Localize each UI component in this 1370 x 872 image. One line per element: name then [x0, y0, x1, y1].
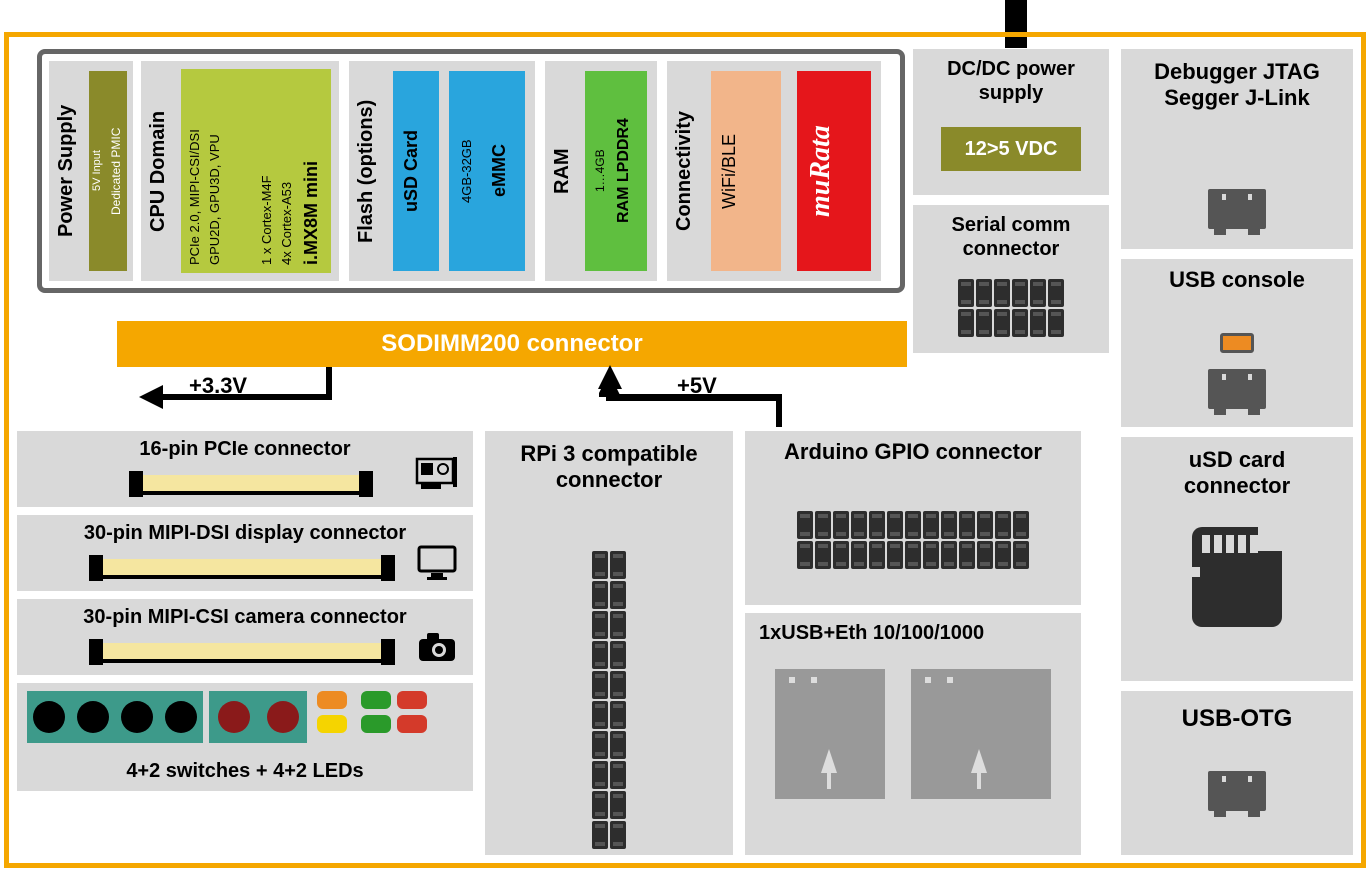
arrow-5v-down [776, 395, 782, 417]
switch-group-red [209, 691, 307, 743]
pcie-conn-icon [137, 469, 365, 497]
cpu-l4: PCIe 2.0, MIPI-CSI/DSI [187, 77, 205, 265]
board-frame: Power Supply 5V Input Dedicated PMIC CPU… [4, 32, 1366, 868]
usbconsole-port-icon [1208, 369, 1266, 409]
dsi-block: 30-pin MIPI-DSI display connector [17, 515, 473, 591]
arduino-block: Arduino GPIO connector [745, 431, 1081, 605]
dcdc-label: DC/DC power supply [913, 49, 1109, 105]
emmc-badge: eMMC 4GB-32GB [449, 71, 525, 271]
dcdc-block: DC/DC power supply 12>5 VDC [913, 49, 1109, 195]
cpu-title: CPU Domain [147, 71, 175, 271]
usbotg-label: USB-OTG [1121, 691, 1353, 734]
v33-label: +3.3V [189, 373, 247, 399]
usbconsole-label: USB console [1121, 259, 1353, 293]
usbotg-port-icon [1208, 771, 1266, 811]
cpu-l1: 4x Cortex-A53 [279, 77, 297, 265]
pcie-label: 16-pin PCIe connector [17, 431, 473, 461]
usd-block: uSD card connector [1121, 437, 1353, 681]
led-g1 [361, 691, 391, 709]
usb-orange-icon [1220, 333, 1254, 353]
murata-text: muRata [805, 79, 863, 263]
emmc-sub: 4GB-32GB [459, 79, 479, 263]
usbconsole-block: USB console [1121, 259, 1353, 427]
led-g2 [361, 715, 391, 733]
led-r1 [397, 691, 427, 709]
cpu-block: CPU Domain i.MX8M mini 4x Cortex-A53 1 x… [141, 61, 339, 281]
led-yellow [317, 715, 347, 733]
led-group-2 [361, 691, 427, 733]
switch-group-black [27, 691, 203, 743]
flash-title: Flash (options) [355, 71, 383, 271]
power-supply-title: Power Supply [55, 71, 83, 271]
led-r2 [397, 715, 427, 733]
sd-card-icon [1192, 527, 1282, 627]
usd-badge: uSD Card [393, 71, 439, 271]
csi-label: 30-pin MIPI-CSI camera connector [17, 599, 473, 629]
rpi-label: RPi 3 compatible connector [485, 431, 733, 494]
ram-type: RAM LPDDR4 [615, 79, 639, 263]
csi-block: 30-pin MIPI-CSI camera connector [17, 599, 473, 675]
swled-block: 4+2 switches + 4+2 LEDs [17, 683, 473, 791]
debugger-label: Debugger JTAG Segger J-Link [1121, 49, 1353, 112]
dsi-conn-icon [97, 553, 387, 581]
wifi-text: WiFi/BLE [719, 79, 773, 263]
usbeth-block: 1xUSB+Eth 10/100/1000 [745, 613, 1081, 855]
monitor-icon [417, 545, 457, 581]
eth-jack [911, 669, 1051, 799]
cpu-l3: GPU2D, GPU3D, VPU [207, 77, 225, 265]
wifi-badge: WiFi/BLE [711, 71, 781, 271]
usbeth-label: 1xUSB+Eth 10/100/1000 [745, 613, 1081, 645]
power-supply-block: Power Supply 5V Input Dedicated PMIC [49, 61, 133, 281]
usbotg-block: USB-OTG [1121, 691, 1353, 855]
switch-2 [77, 701, 109, 733]
cpu-chip: i.MX8M mini [301, 77, 325, 265]
led-group-1 [317, 691, 347, 733]
arduino-label: Arduino GPIO connector [745, 431, 1081, 465]
switch-4 [165, 701, 197, 733]
camera-icon [417, 631, 457, 663]
serial-label: Serial comm connector [913, 205, 1109, 261]
ram-title: RAM [551, 71, 575, 271]
debugger-block: Debugger JTAG Segger J-Link [1121, 49, 1353, 249]
conn-title: Connectivity [673, 71, 701, 271]
dsi-label: 30-pin MIPI-DSI display connector [17, 515, 473, 545]
v5-label: +5V [677, 373, 717, 399]
pmic-text: Dedicated PMIC [109, 79, 125, 263]
switch-5 [218, 701, 250, 733]
led-orange [317, 691, 347, 709]
conn-block: Connectivity WiFi/BLE muRata [667, 61, 881, 281]
flash-block: Flash (options) uSD Card eMMC 4GB-32GB [349, 61, 535, 281]
switch-6 [267, 701, 299, 733]
csi-conn-icon [97, 637, 387, 665]
arduino-pins [797, 511, 1029, 569]
ram-badge: RAM LPDDR4 1…4GB [585, 71, 647, 271]
emmc-text: eMMC [489, 79, 515, 263]
switch-1 [33, 701, 65, 733]
rpi-pins [592, 551, 626, 849]
sodimm-connector: SODIMM200 connector [117, 321, 907, 367]
usb-jack [775, 669, 885, 799]
pmic-badge: 5V Input Dedicated PMIC [89, 71, 127, 271]
ram-block: RAM RAM LPDDR4 1…4GB [545, 61, 657, 281]
murata-badge: muRata [797, 71, 871, 271]
debugger-port-icon [1208, 189, 1266, 229]
pmic-5v: 5V Input [91, 79, 105, 263]
ram-size: 1…4GB [593, 79, 611, 263]
cpu-l2: 1 x Cortex-M4F [259, 77, 277, 265]
pcie-card-icon [415, 455, 459, 495]
switch-3 [121, 701, 153, 733]
cpu-chip-badge: i.MX8M mini 4x Cortex-A53 1 x Cortex-M4F… [181, 69, 331, 273]
usd-text: uSD Card [401, 79, 431, 263]
swled-label: 4+2 switches + 4+2 LEDs [17, 759, 473, 783]
serial-pins [958, 279, 1064, 337]
serial-block: Serial comm connector [913, 205, 1109, 353]
dcdc-badge: 12>5 VDC [941, 127, 1081, 171]
pcie-block: 16-pin PCIe connector [17, 431, 473, 507]
rpi-block: RPi 3 compatible connector [485, 431, 733, 855]
usd-label: uSD card connector [1121, 437, 1353, 500]
